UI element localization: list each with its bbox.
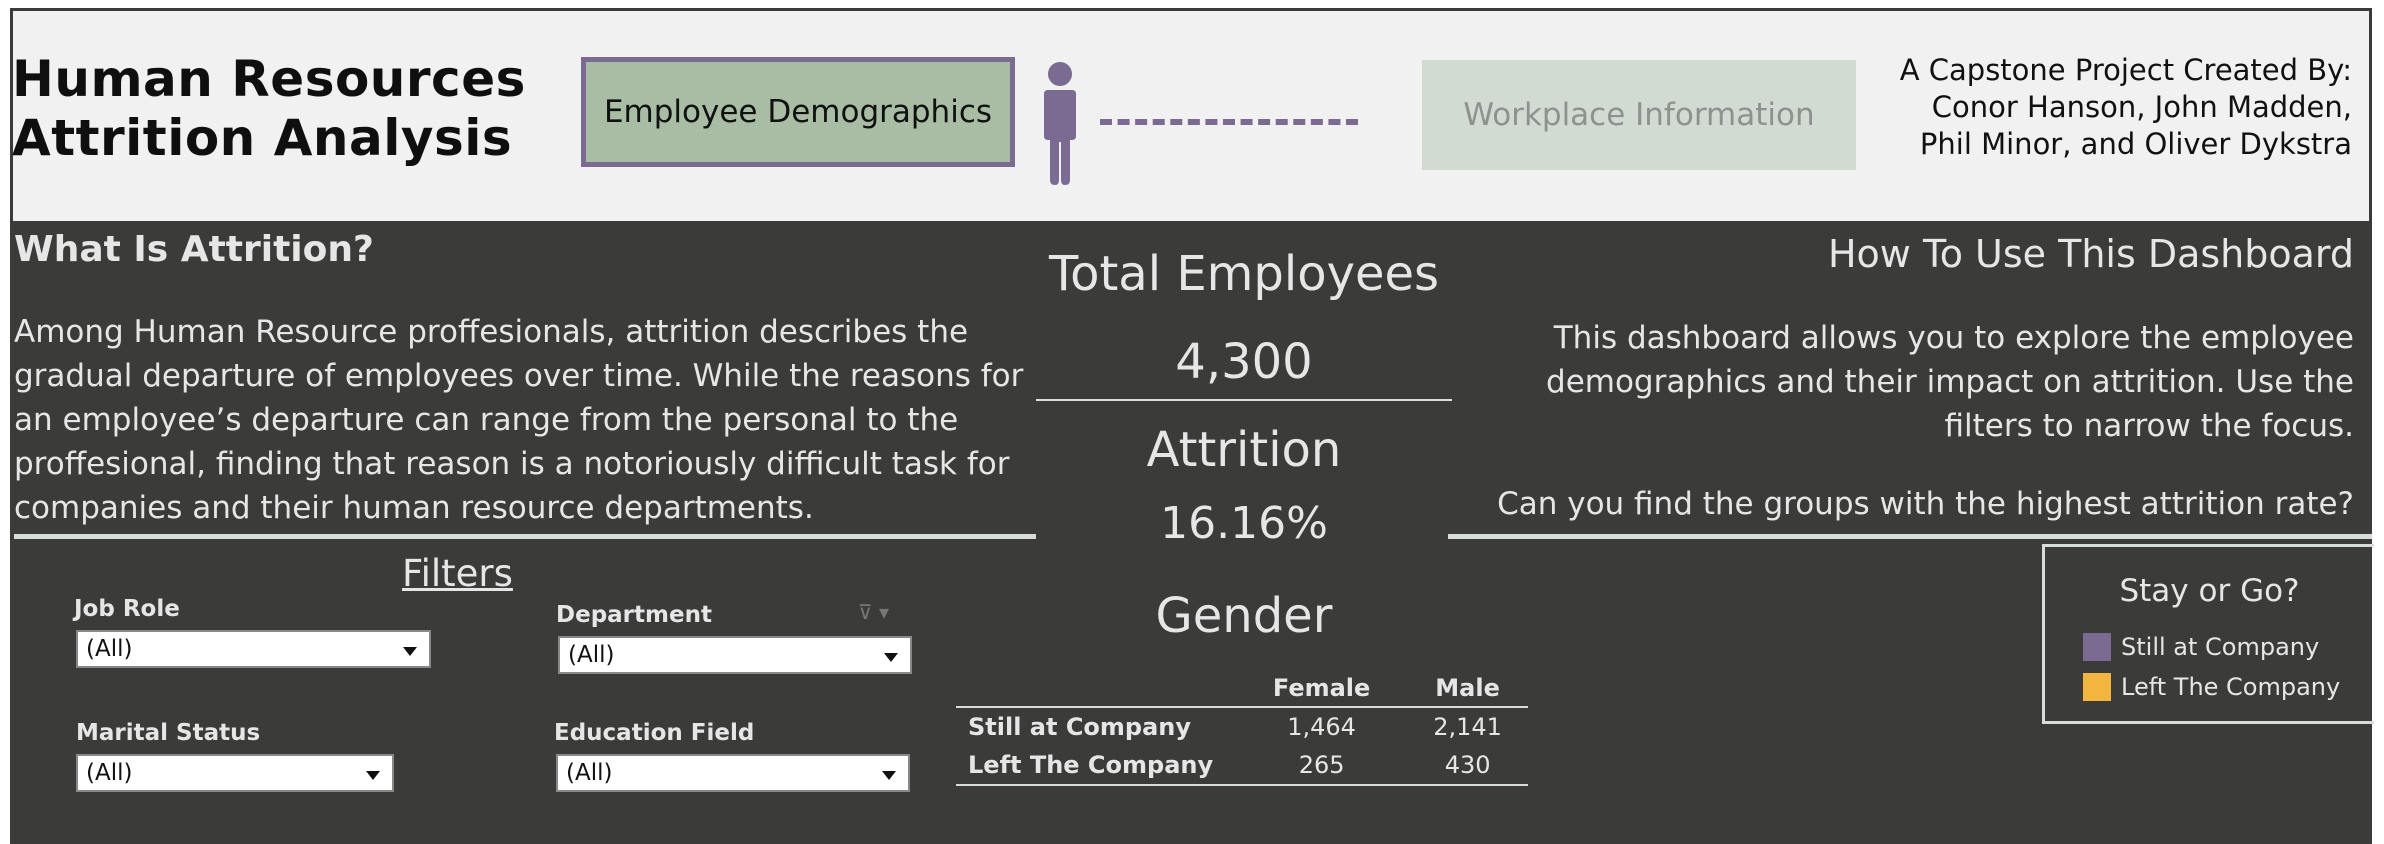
legend-box: Stay or Go? Still at Company Left The Co…: [2042, 544, 2374, 724]
nav-connector: [1100, 119, 1358, 125]
marital-status-value: (All): [86, 760, 133, 786]
legend-swatch-purple: [2083, 633, 2111, 661]
attrition-value: 16.16%: [1160, 498, 1328, 549]
chevron-down-icon: [366, 771, 380, 780]
legend-label: Still at Company: [2121, 633, 2320, 661]
cell-female: 265: [1298, 751, 1345, 779]
education-field-select[interactable]: (All): [556, 754, 910, 792]
education-field-value: (All): [566, 760, 613, 786]
credits: A Capstone Project Created By: Conor Han…: [1900, 52, 2352, 163]
what-is-attrition-title: What Is Attrition?: [14, 229, 374, 270]
table-row: Still at Company 1,464 2,141: [956, 707, 1528, 746]
department-value: (All): [568, 642, 615, 668]
job-role-label: Job Role: [74, 596, 180, 622]
title-line-2: Attrition Analysis: [12, 109, 513, 167]
department-select[interactable]: (All): [558, 636, 912, 674]
credits-line-1: A Capstone Project Created By:: [1899, 53, 2352, 87]
header-male: Male: [1435, 674, 1500, 702]
nav-workplace-information-button[interactable]: Workplace Information: [1422, 60, 1856, 170]
dashboard-title: Human Resources Attrition Analysis: [12, 50, 526, 168]
chevron-down-icon: [882, 771, 896, 780]
total-employees-title: Total Employees: [1048, 246, 1440, 302]
credits-line-2: Conor Hanson, John Madden,: [1931, 90, 2352, 124]
filter-icon[interactable]: ⊽ ▾: [858, 600, 890, 624]
education-field-label: Education Field: [554, 720, 755, 746]
header-female: Female: [1272, 674, 1371, 702]
row-label: Left The Company: [968, 751, 1214, 779]
nav-employee-demographics-button[interactable]: Employee Demographics: [581, 57, 1015, 167]
table-row: Left The Company 265 430: [956, 746, 1528, 785]
person-icon: [1042, 60, 1078, 190]
how-to-use-title: How To Use This Dashboard: [1827, 232, 2354, 276]
chevron-down-icon: [884, 653, 898, 662]
marital-status-label: Marital Status: [76, 720, 261, 746]
divider-center: [1036, 399, 1452, 401]
credits-line-3: Phil Minor, and Oliver Dykstra: [1919, 127, 2352, 161]
total-employees-value: 4,300: [1175, 334, 1313, 390]
divider-left: [14, 534, 1036, 539]
legend-title: Stay or Go?: [2119, 573, 2300, 609]
header-bar: [13, 11, 2369, 221]
row-label: Still at Company: [968, 713, 1192, 741]
gender-table: Female Male Still at Company 1,464 2,141…: [956, 670, 1528, 786]
legend-label: Left The Company: [2121, 673, 2341, 701]
legend-item-still[interactable]: Still at Company: [2083, 633, 2319, 661]
job-role-select[interactable]: (All): [76, 630, 431, 668]
department-label: Department: [556, 602, 712, 628]
what-is-attrition-text: Among Human Resource proffesionals, attr…: [14, 314, 1024, 526]
legend-swatch-orange: [2083, 673, 2111, 701]
cell-male: 430: [1444, 751, 1491, 779]
gender-title: Gender: [1155, 588, 1333, 644]
job-role-value: (All): [86, 636, 133, 662]
how-to-use-text: This dashboard allows you to explore the…: [1546, 320, 2354, 444]
divider-right: [1448, 534, 2372, 539]
header-empty: [956, 670, 1236, 707]
chevron-down-icon: [403, 647, 417, 656]
marital-status-select[interactable]: (All): [76, 754, 394, 792]
how-to-use-question: Can you find the groups with the highest…: [1497, 486, 2354, 522]
cell-male: 2,141: [1433, 713, 1502, 741]
attrition-title: Attrition: [1146, 422, 1342, 478]
title-line-1: Human Resources: [12, 50, 526, 108]
cell-female: 1,464: [1287, 713, 1356, 741]
filters-title: Filters: [402, 552, 513, 595]
gender-table-header: Female Male: [956, 670, 1528, 707]
legend-item-left[interactable]: Left The Company: [2083, 673, 2340, 701]
